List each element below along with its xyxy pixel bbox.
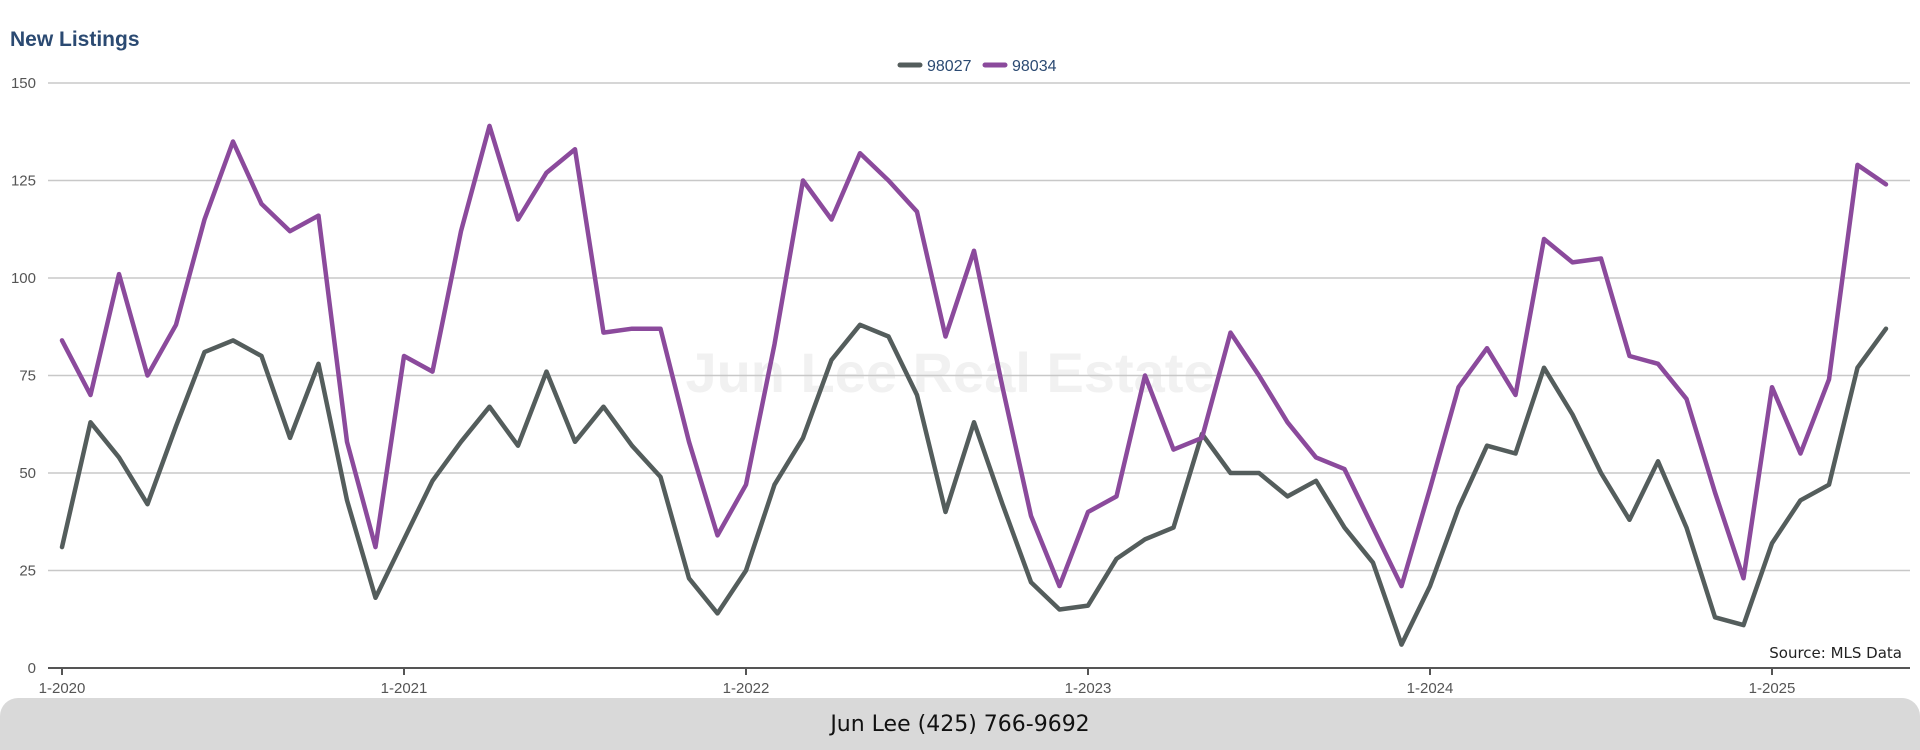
x-tick-label: 1-2021: [381, 680, 428, 697]
x-tick-label: 1-2025: [1749, 680, 1796, 697]
series-lines: [59, 123, 1889, 647]
y-tick-label: 25: [19, 563, 36, 580]
legend-label-98027: 98027: [927, 58, 972, 75]
y-tick-label: 125: [11, 173, 36, 190]
y-tick-label: 100: [11, 270, 36, 287]
x-axis-ticks: 1-2020 1-2021 1-2022 1-2023 1-2024 1-2025: [39, 668, 1796, 697]
chart-title: New Listings: [10, 28, 140, 51]
legend: 98027 98034: [897, 58, 1057, 75]
legend-label-98034: 98034: [1012, 58, 1057, 75]
y-tick-label: 50: [19, 465, 36, 482]
grid-lines: [48, 82, 1910, 572]
x-tick-label: 1-2023: [1065, 680, 1112, 697]
x-tick-label: 1-2020: [39, 680, 86, 697]
x-tick-label: 1-2022: [723, 680, 770, 697]
x-tick-label: 1-2024: [1407, 680, 1454, 697]
y-axis-ticks: 0 25 50 75 100 125 150: [11, 75, 36, 677]
series-line-98034: [59, 123, 1889, 589]
footer-bar: Jun Lee (425) 766-9692: [0, 698, 1920, 750]
series-line-98027: [59, 322, 1889, 647]
y-tick-label: 75: [19, 368, 36, 385]
y-tick-label: 150: [11, 75, 36, 92]
footer-contact: Jun Lee (425) 766-9692: [830, 711, 1090, 737]
y-tick-label: 0: [28, 660, 36, 677]
source-note: Source: MLS Data: [1769, 644, 1902, 662]
